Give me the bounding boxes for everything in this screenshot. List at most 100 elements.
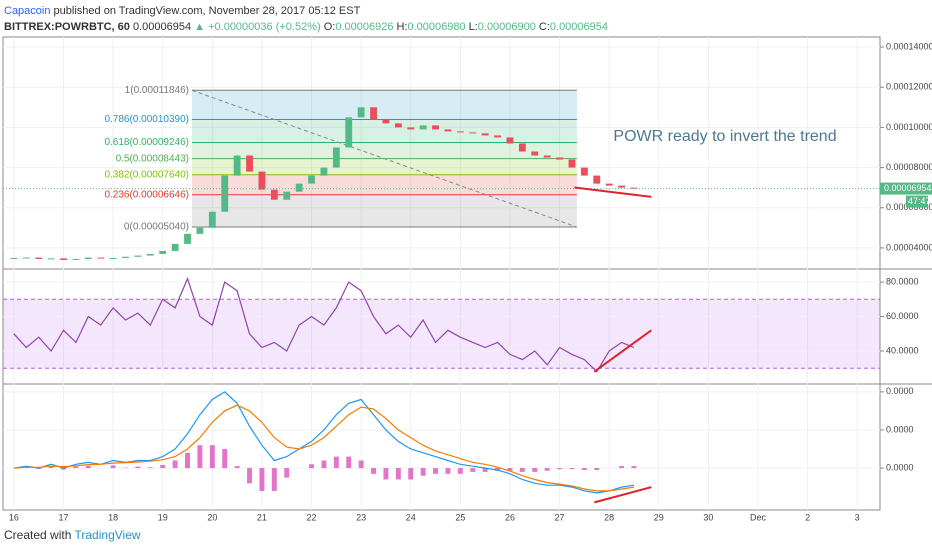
candle [345,117,353,148]
histogram-bar [309,464,315,469]
header: Capacoin published on TradingView.com, N… [4,3,611,35]
ohlc-value: 0.00006900 [477,21,536,33]
candle [84,257,92,259]
y-tick-label: 0.00008000 [886,162,932,172]
chart: 16 17 18 19 20 21 22 23 24 25 26 27 28 29 30 Dec 2 30.000… [2,36,932,522]
candle [283,191,291,200]
candle [221,175,229,212]
x-tick-label: 30 [703,512,713,522]
candle [432,125,439,130]
histogram-bar [619,466,625,469]
fib-band [191,142,577,159]
trendline [594,486,652,504]
candle [456,131,464,133]
candle [10,257,18,259]
fib-band [191,90,577,120]
x-tick-label: 24 [406,512,416,522]
histogram-bar [110,465,116,469]
x-tick-label: 28 [604,512,614,522]
y-tick-label: 0.00010000 [886,122,932,132]
histogram-bar [197,445,203,469]
fib-band [191,119,577,143]
author[interactable]: Capacoin [4,5,51,17]
countdown: 47:47 [908,196,931,206]
countdown-box [906,195,928,208]
candle [308,175,315,184]
footer: Created with TradingView [4,528,141,542]
candle [134,255,142,257]
x-tick-label: 21 [257,512,267,522]
candle [506,137,514,144]
candle [22,257,30,259]
histogram-bar [271,468,277,491]
y-tick-label: 80.0000 [886,276,919,286]
candle [382,119,390,124]
candle [171,243,179,251]
candle [357,107,365,118]
histogram-bar [234,466,240,469]
candle [543,155,551,158]
brand[interactable]: TradingView [74,528,141,542]
histogram-bar [147,467,153,469]
candle [47,258,55,260]
candle [593,175,601,184]
histogram-bar [544,468,550,471]
candle [270,189,278,200]
fib-label: 0(0.00005040) [124,222,189,233]
x-tick-label: 25 [455,512,465,522]
histogram-bar [581,468,587,470]
candle [122,256,129,258]
histogram-bar [135,466,141,469]
candle [444,129,452,132]
candle [146,253,154,256]
histogram-bar [383,468,389,480]
y-tick-label: 0.00012000 [886,82,932,92]
rsi-band [3,299,880,369]
histogram-bar [519,468,525,472]
x-tick-label: 2 [805,512,810,522]
candle [35,257,43,259]
ohlc-value: 0.00006980 [407,21,466,33]
histogram-bar [61,468,66,470]
candle [494,135,501,138]
histogram-bar [457,468,463,474]
ohlc-label: H: [396,21,408,33]
x-tick-label: 19 [158,512,168,522]
histogram-bar [507,468,513,471]
last: 0.00006954 [132,21,192,33]
x-tick-label: 23 [356,512,366,522]
candle [518,143,526,152]
ohlc-label: O: [323,21,336,33]
x-tick-label: 17 [59,512,69,522]
candle [295,183,303,192]
fib-band [191,174,577,195]
annotation: POWR ready to invert the trend [613,128,836,145]
candle [97,257,105,259]
histogram-bar [346,456,352,469]
fib-label: 0.786(0.00010390) [104,114,189,125]
x-tick-label: 22 [307,512,317,522]
ohlc: O:0.00006926 H:0.00006980 L:0.00006900 C:0.… [324,21,611,33]
fib-band [191,158,577,175]
histogram-bar [48,466,54,469]
candle [469,132,477,134]
histogram-bar [284,468,290,478]
rsi-line [13,276,635,373]
histogram-bar [247,468,253,484]
x-tick-label: 18 [108,512,118,522]
candle [481,133,489,136]
symbol: BITTREX:POWRBTC, 60 [4,21,130,33]
x-tick-label: Dec [750,512,767,522]
candle [419,125,427,130]
x-tick-label: 27 [555,512,565,522]
histogram-bar [433,468,439,474]
histogram-bar [482,468,488,472]
histogram-bar [172,460,178,469]
y-tick-label: 60.0000 [886,311,919,321]
x-tick-label: 26 [505,512,515,522]
ohlc-label: L: [468,21,478,33]
histogram-bar [395,468,401,480]
candle [109,257,117,259]
last-price-box [880,182,932,195]
